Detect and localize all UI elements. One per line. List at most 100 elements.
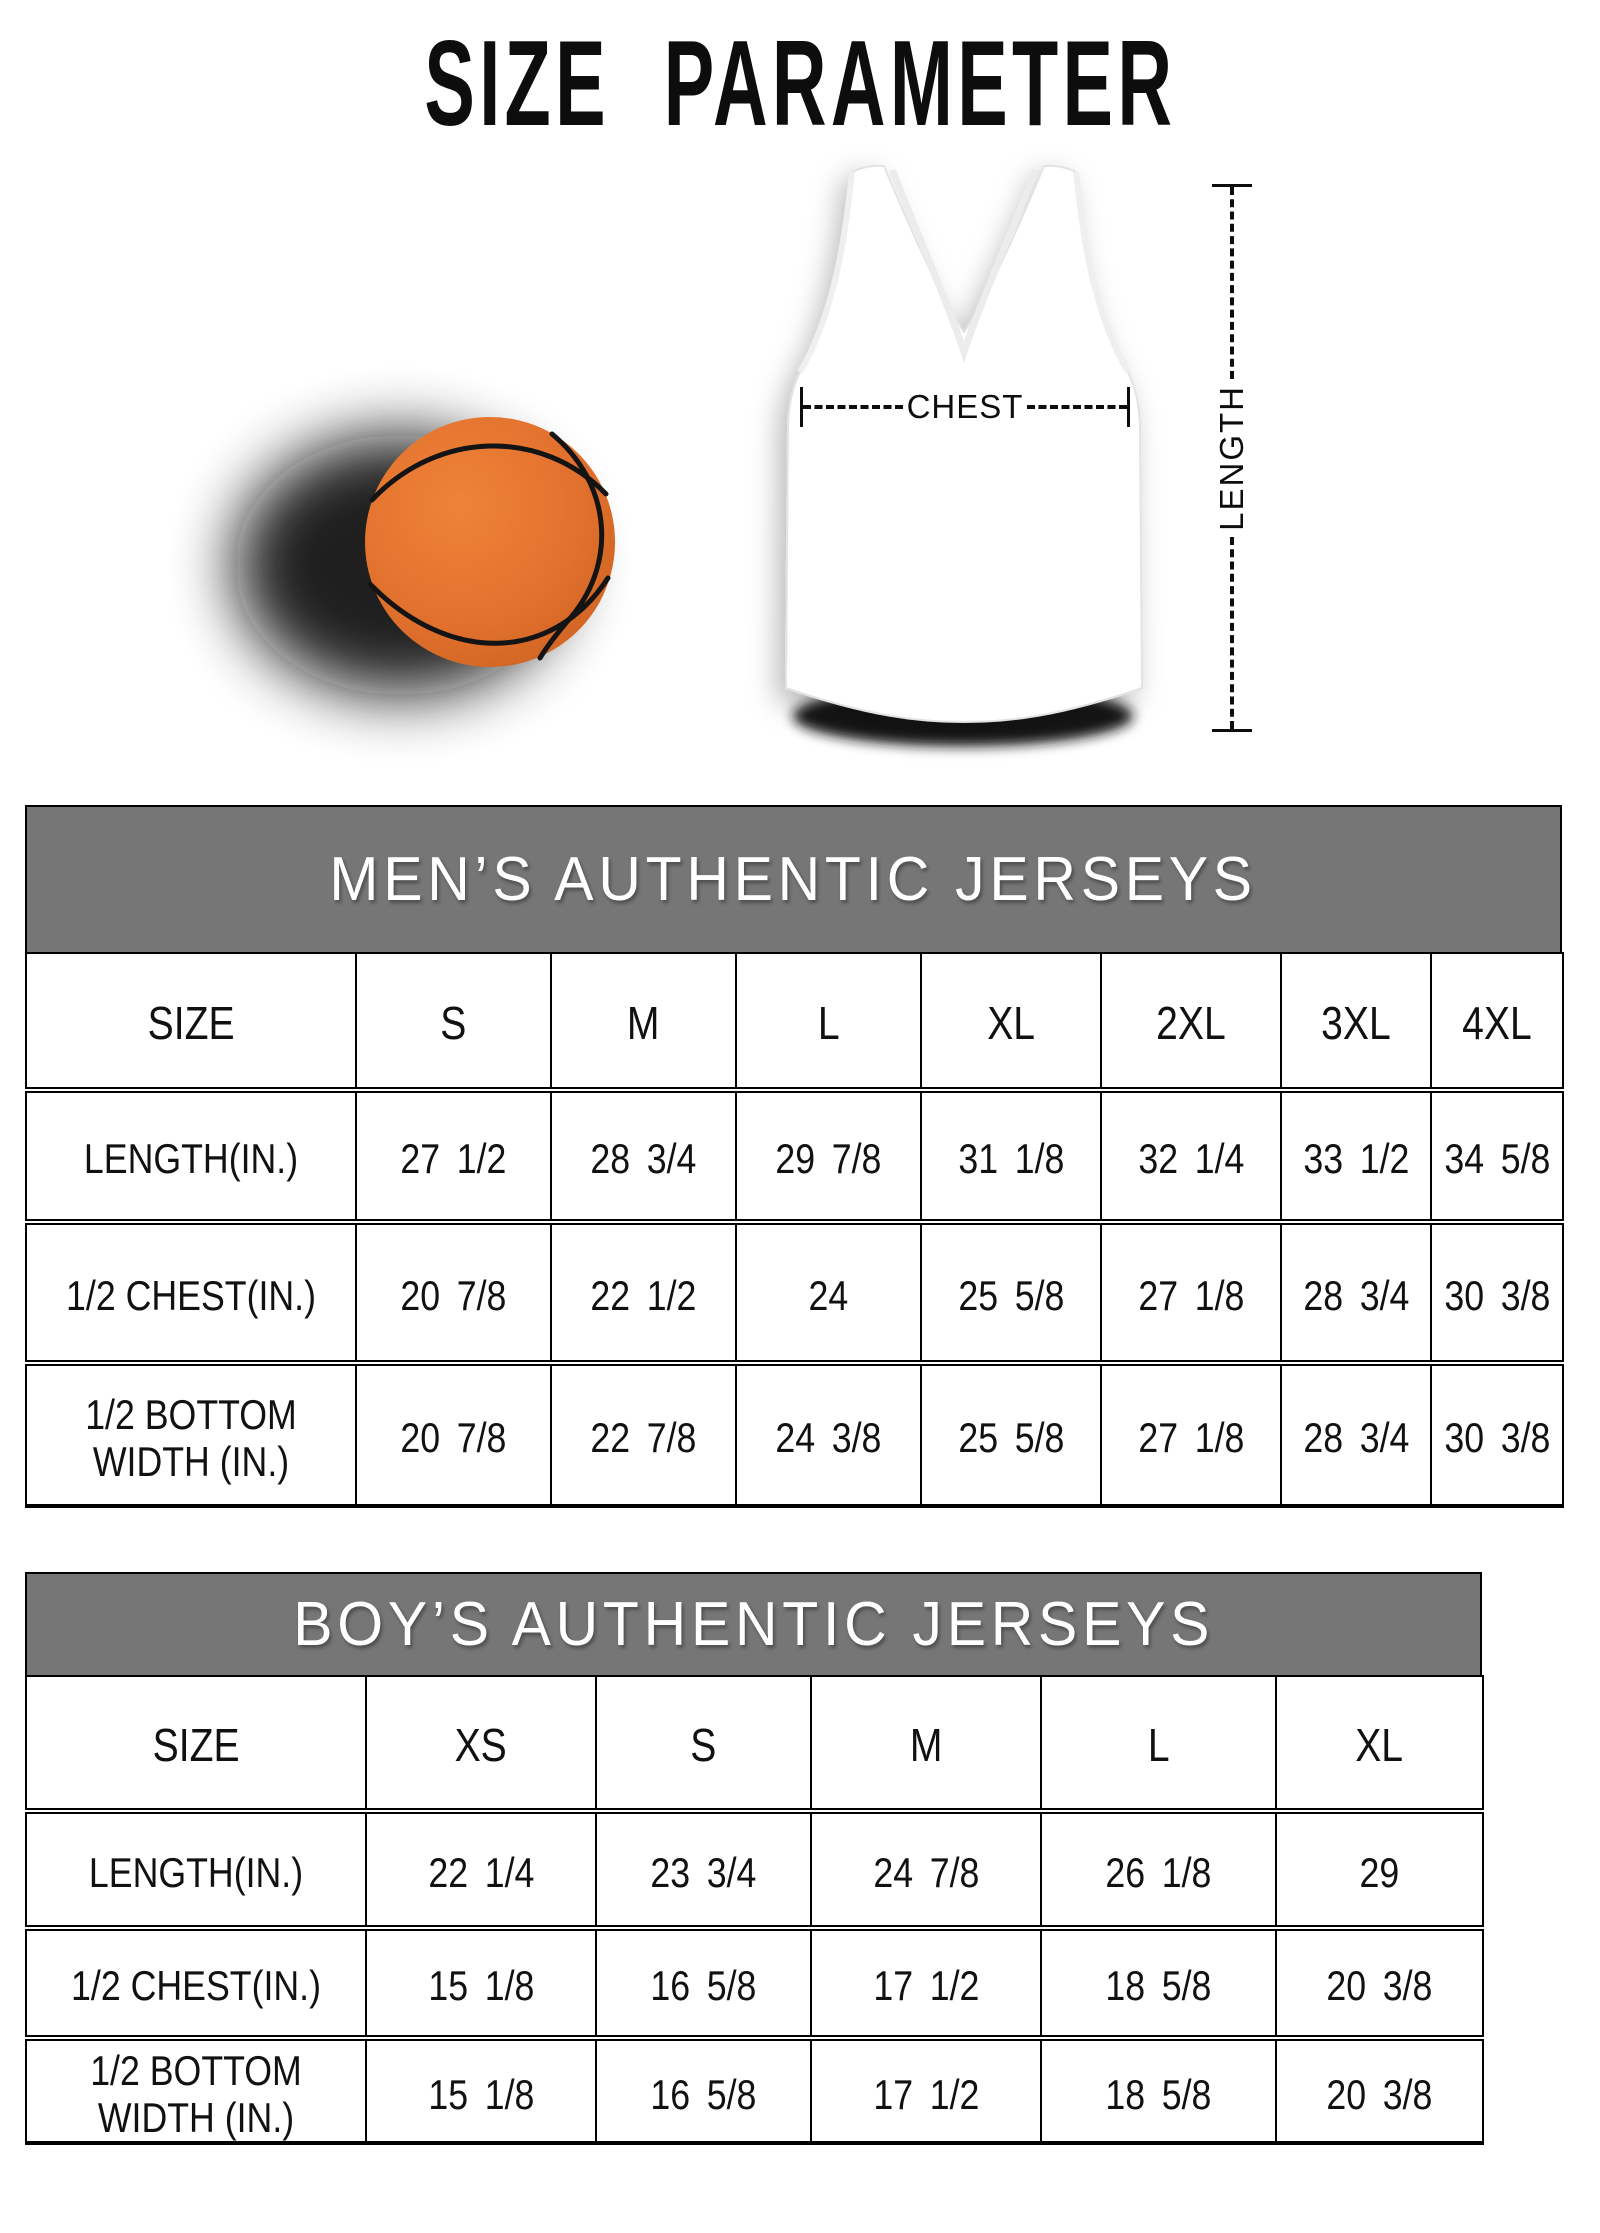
size-value-text: 26 1/8 bbox=[1105, 1848, 1212, 1896]
size-value-cell: 18 5/8 bbox=[1040, 1925, 1277, 2039]
size-value-text: 16 5/8 bbox=[650, 2070, 757, 2118]
column-header-text: S bbox=[440, 996, 467, 1049]
measurement-row: LENGTH(IN.) 22 1/4 23 3/4 24 7/8 26 1/8 29 bbox=[25, 1808, 1484, 1929]
size-value-cell: 31 1/8 bbox=[920, 1087, 1102, 1223]
measurement-row: 1/2 BOTTOM WIDTH (IN.) 20 7/8 22 7/8 24 3/8… bbox=[25, 1360, 1564, 1508]
column-header: XS bbox=[365, 1675, 597, 1812]
size-value-text: 33 1/2 bbox=[1302, 1135, 1410, 1183]
size-value-text: 29 7/8 bbox=[775, 1135, 882, 1183]
column-header: 3XL bbox=[1280, 952, 1432, 1091]
measurement-row: 1/2 CHEST(IN.) 20 7/8 22 1/2 24 25 5/8 27 1/8… bbox=[25, 1219, 1564, 1364]
size-value-cell: 27 1/8 bbox=[1100, 1360, 1282, 1508]
row-label-text: 1/2 CHEST(IN.) bbox=[71, 1962, 321, 2010]
column-header: XL bbox=[1275, 1675, 1484, 1812]
size-value-text: 17 1/2 bbox=[872, 1962, 980, 2010]
column-header-text: S bbox=[690, 1718, 717, 1771]
chest-left-tick bbox=[800, 387, 803, 427]
column-header-text: XS bbox=[454, 1718, 508, 1771]
boys-table-title: BOY’S AUTHENTIC JERSEYS bbox=[293, 1590, 1214, 1659]
row-label-text: LENGTH(IN.) bbox=[83, 1135, 299, 1183]
size-value-text: 20 3/8 bbox=[1326, 1962, 1433, 2010]
mens-table-title: MEN’S AUTHENTIC JERSEYS bbox=[329, 845, 1258, 914]
size-value-cell: 23 3/4 bbox=[595, 1808, 812, 1929]
row-label: LENGTH(IN.) bbox=[25, 1808, 367, 1929]
size-value-text: 22 1/2 bbox=[590, 1271, 697, 1319]
column-header: XL bbox=[920, 952, 1102, 1091]
column-header-text: XL bbox=[1355, 1718, 1404, 1771]
size-value-text: 27 1/2 bbox=[400, 1135, 507, 1183]
size-value-cell: 27 1/8 bbox=[1100, 1219, 1282, 1364]
size-value-cell: 22 1/4 bbox=[365, 1808, 597, 1929]
size-value-cell: 24 bbox=[735, 1219, 922, 1364]
mens-size-table-grid: SIZE S M L XL 2XL 3XL 4XL LENGTH(IN.) 27 1/2 28 3/… bbox=[25, 952, 1564, 1508]
size-value-cell: 28 3/4 bbox=[1280, 1219, 1432, 1364]
size-value-cell: 25 5/8 bbox=[920, 1360, 1102, 1508]
page-title: SIZE PARAMETER bbox=[0, 22, 1600, 144]
column-header: S bbox=[595, 1675, 812, 1812]
column-header: M bbox=[810, 1675, 1042, 1812]
row-label: 1/2 BOTTOM WIDTH (IN.) bbox=[25, 2034, 367, 2146]
size-value-text: 25 5/8 bbox=[957, 1414, 1065, 1462]
column-header-text: L bbox=[1147, 1718, 1170, 1771]
measurement-row: LENGTH(IN.) 27 1/2 28 3/4 29 7/8 31 1/8 32 1/… bbox=[25, 1087, 1564, 1223]
size-value-cell: 28 3/4 bbox=[550, 1087, 737, 1223]
length-dash-top bbox=[1230, 187, 1234, 380]
length-dimension-label: LENGTH bbox=[1213, 385, 1250, 531]
column-header-text: 4XL bbox=[1462, 996, 1532, 1049]
size-value-text: 31 1/8 bbox=[957, 1135, 1065, 1183]
mens-table-title-band: MEN’S AUTHENTIC JERSEYS bbox=[25, 805, 1562, 952]
measurement-row: 1/2 CHEST(IN.) 15 1/8 16 5/8 17 1/2 18 5/8 20… bbox=[25, 1925, 1484, 2039]
size-value-text: 24 3/8 bbox=[775, 1414, 882, 1462]
column-header: S bbox=[355, 952, 552, 1091]
column-header: 4XL bbox=[1430, 952, 1564, 1091]
jersey-image bbox=[784, 164, 1144, 746]
length-top-tick bbox=[1212, 184, 1252, 187]
boys-table-title-band: BOY’S AUTHENTIC JERSEYS bbox=[25, 1572, 1482, 1675]
size-value-text: 30 3/8 bbox=[1443, 1414, 1551, 1462]
size-value-text: 32 1/4 bbox=[1137, 1135, 1245, 1183]
size-value-text: 29 bbox=[1359, 1848, 1400, 1896]
column-header-text: XL bbox=[987, 996, 1035, 1049]
length-dimension: LENGTH bbox=[1212, 184, 1252, 733]
size-value-text: 34 5/8 bbox=[1443, 1135, 1551, 1183]
size-value-cell: 17 1/2 bbox=[810, 1925, 1042, 2039]
chest-dimension-label: CHEST bbox=[906, 388, 1024, 425]
column-header-text: 2XL bbox=[1156, 996, 1226, 1049]
column-header: SIZE bbox=[25, 952, 357, 1091]
size-value-cell: 20 3/8 bbox=[1275, 2034, 1484, 2146]
size-value-cell: 27 1/2 bbox=[355, 1087, 552, 1223]
size-value-text: 15 1/8 bbox=[427, 2070, 535, 2118]
size-value-text: 18 5/8 bbox=[1105, 1962, 1212, 2010]
size-value-cell: 18 5/8 bbox=[1040, 2034, 1277, 2146]
size-value-text: 30 3/8 bbox=[1443, 1271, 1551, 1319]
row-label: 1/2 CHEST(IN.) bbox=[25, 1219, 357, 1364]
size-value-cell: 33 1/2 bbox=[1280, 1087, 1432, 1223]
size-value-cell: 24 7/8 bbox=[810, 1808, 1042, 1929]
page-title-text: SIZE PARAMETER bbox=[424, 15, 1176, 151]
size-value-cell: 22 1/2 bbox=[550, 1219, 737, 1364]
chest-dash-right bbox=[1027, 405, 1127, 409]
size-value-cell: 30 3/8 bbox=[1430, 1219, 1564, 1364]
boys-size-table-grid: SIZE XS S M L XL LENGTH(IN.) 22 1/4 23 3/4 24 7/8… bbox=[25, 1675, 1484, 2146]
size-value-text: 28 3/4 bbox=[1302, 1414, 1410, 1462]
column-header: SIZE bbox=[25, 1675, 367, 1812]
row-label-text: 1/2 BOTTOM WIDTH (IN.) bbox=[90, 2047, 302, 2142]
mens-size-table: MEN’S AUTHENTIC JERSEYS SIZE S M L XL 2XL 3XL 4… bbox=[25, 805, 1564, 1508]
measurement-row: 1/2 BOTTOM WIDTH (IN.) 15 1/8 16 5/8 17 1/2… bbox=[25, 2034, 1484, 2146]
column-header-text: SIZE bbox=[152, 1718, 240, 1771]
chest-dash-left bbox=[803, 405, 903, 409]
size-value-text: 22 7/8 bbox=[590, 1414, 697, 1462]
size-value-cell: 28 3/4 bbox=[1280, 1360, 1432, 1508]
size-value-cell: 15 1/8 bbox=[365, 1925, 597, 2039]
size-header-row: SIZE S M L XL 2XL 3XL 4XL bbox=[25, 952, 1564, 1091]
size-value-text: 23 3/4 bbox=[650, 1848, 757, 1896]
length-dash-bottom bbox=[1230, 536, 1234, 730]
size-value-text: 20 7/8 bbox=[400, 1414, 507, 1462]
size-value-text: 18 5/8 bbox=[1105, 2070, 1212, 2118]
size-value-text: 27 1/8 bbox=[1137, 1414, 1245, 1462]
size-value-cell: 34 5/8 bbox=[1430, 1087, 1564, 1223]
size-value-cell: 26 1/8 bbox=[1040, 1808, 1277, 1929]
basketball-icon bbox=[235, 417, 615, 695]
size-value-text: 16 5/8 bbox=[650, 1962, 757, 2010]
